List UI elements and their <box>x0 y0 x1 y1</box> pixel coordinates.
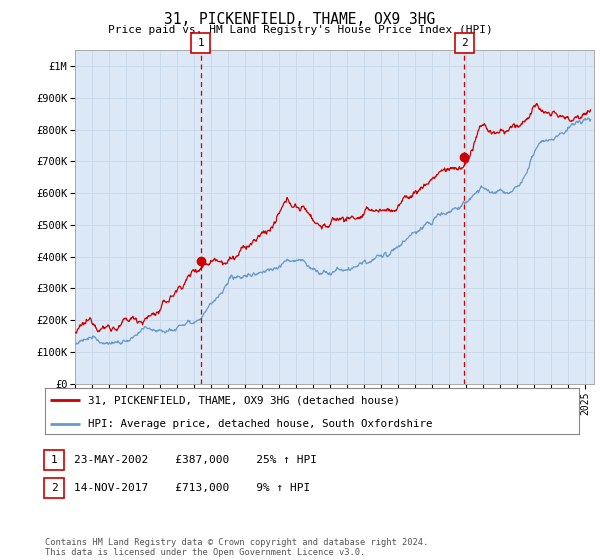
Text: Price paid vs. HM Land Registry's House Price Index (HPI): Price paid vs. HM Land Registry's House … <box>107 25 493 35</box>
Text: Contains HM Land Registry data © Crown copyright and database right 2024.
This d: Contains HM Land Registry data © Crown c… <box>45 538 428 557</box>
Text: 31, PICKENFIELD, THAME, OX9 3HG (detached house): 31, PICKENFIELD, THAME, OX9 3HG (detache… <box>88 395 400 405</box>
Text: 2: 2 <box>461 38 467 48</box>
Text: 2: 2 <box>50 483 58 493</box>
Text: 1: 1 <box>50 455 58 465</box>
Text: 31, PICKENFIELD, THAME, OX9 3HG: 31, PICKENFIELD, THAME, OX9 3HG <box>164 12 436 27</box>
Text: 23-MAY-2002    £387,000    25% ↑ HPI: 23-MAY-2002 £387,000 25% ↑ HPI <box>74 455 317 465</box>
Text: 14-NOV-2017    £713,000    9% ↑ HPI: 14-NOV-2017 £713,000 9% ↑ HPI <box>74 483 310 493</box>
Text: HPI: Average price, detached house, South Oxfordshire: HPI: Average price, detached house, Sout… <box>88 419 432 429</box>
Text: 1: 1 <box>197 38 204 48</box>
